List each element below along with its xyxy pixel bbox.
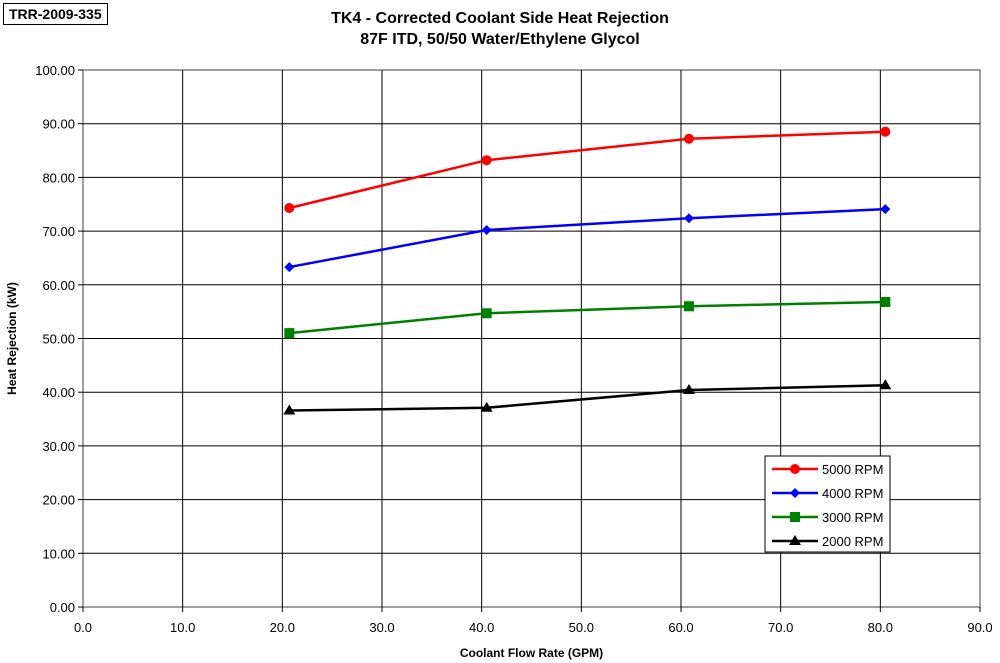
data-point-2000-rpm <box>480 401 493 412</box>
x-tick-label: 20.0 <box>270 620 295 635</box>
data-point-5000-rpm <box>683 133 694 144</box>
data-point-5000-rpm <box>880 126 891 137</box>
legend-marker-4000-rpm <box>790 488 800 498</box>
data-point-3000-rpm <box>683 301 694 312</box>
x-tick-label: 70.0 <box>768 620 793 635</box>
series-line-4000-rpm <box>289 207 886 269</box>
y-tick-label: 0.00 <box>50 600 75 615</box>
x-tick-label: 10.0 <box>170 620 195 635</box>
data-point-2000-rpm <box>283 404 296 415</box>
data-point-4000-rpm <box>683 213 694 224</box>
x-tick-label: 80.0 <box>868 620 893 635</box>
legend-label: 5000 RPM <box>822 462 883 477</box>
x-tick-label: 40.0 <box>469 620 494 635</box>
y-tick-label: 70.00 <box>42 224 75 239</box>
chart-title-block: TK4 - Corrected Coolant Side Heat Reject… <box>0 8 1000 50</box>
legend-box <box>764 455 891 553</box>
x-tick-label: 30.0 <box>369 620 394 635</box>
data-point-3000-rpm <box>880 296 891 307</box>
y-tick-label: 90.00 <box>42 117 75 132</box>
legend-label: 2000 RPM <box>822 534 883 549</box>
data-point-4000-rpm <box>481 225 492 236</box>
series-line-5000-rpm <box>289 130 886 210</box>
data-point-3000-rpm <box>284 328 295 339</box>
x-axis-label: Coolant Flow Rate (GPM) <box>460 646 603 660</box>
legend-label: 3000 RPM <box>822 510 883 525</box>
y-tick-label: 40.00 <box>42 385 75 400</box>
legend-marker-3000-rpm <box>790 512 800 522</box>
data-point-5000-rpm <box>284 203 295 214</box>
y-tick-label: 100.00 <box>35 63 75 78</box>
x-tick-label: 0.0 <box>74 620 92 635</box>
data-point-2000-rpm <box>682 384 695 395</box>
x-tick-label: 60.0 <box>668 620 693 635</box>
chart-subtitle: 87F ITD, 50/50 Water/Ethylene Glycol <box>360 31 640 48</box>
data-point-2000-rpm <box>879 379 892 390</box>
report-id-label: TRR-2009-335 <box>3 3 108 25</box>
chart-title: TK4 - Corrected Coolant Side Heat Reject… <box>331 10 669 27</box>
data-point-4000-rpm <box>880 204 891 215</box>
y-tick-label: 50.00 <box>42 332 75 347</box>
x-tick-label: 90.0 <box>967 620 992 635</box>
data-point-3000-rpm <box>481 308 492 319</box>
data-point-4000-rpm <box>284 262 295 273</box>
y-tick-label: 10.00 <box>42 546 75 561</box>
y-tick-label: 30.00 <box>42 439 75 454</box>
data-point-5000-rpm <box>481 155 492 166</box>
legend-marker-2000-rpm <box>789 535 801 545</box>
y-tick-label: 20.00 <box>42 493 75 508</box>
y-tick-label: 80.00 <box>42 170 75 185</box>
series-line-2000-rpm <box>289 383 886 412</box>
series-line-3000-rpm <box>289 300 886 335</box>
x-tick-label: 50.0 <box>569 620 594 635</box>
legend-marker-5000-rpm <box>790 464 800 474</box>
legend-label: 4000 RPM <box>822 486 883 501</box>
y-axis-label: Heat Rejection (kW) <box>5 282 19 395</box>
y-tick-label: 60.00 <box>42 278 75 293</box>
